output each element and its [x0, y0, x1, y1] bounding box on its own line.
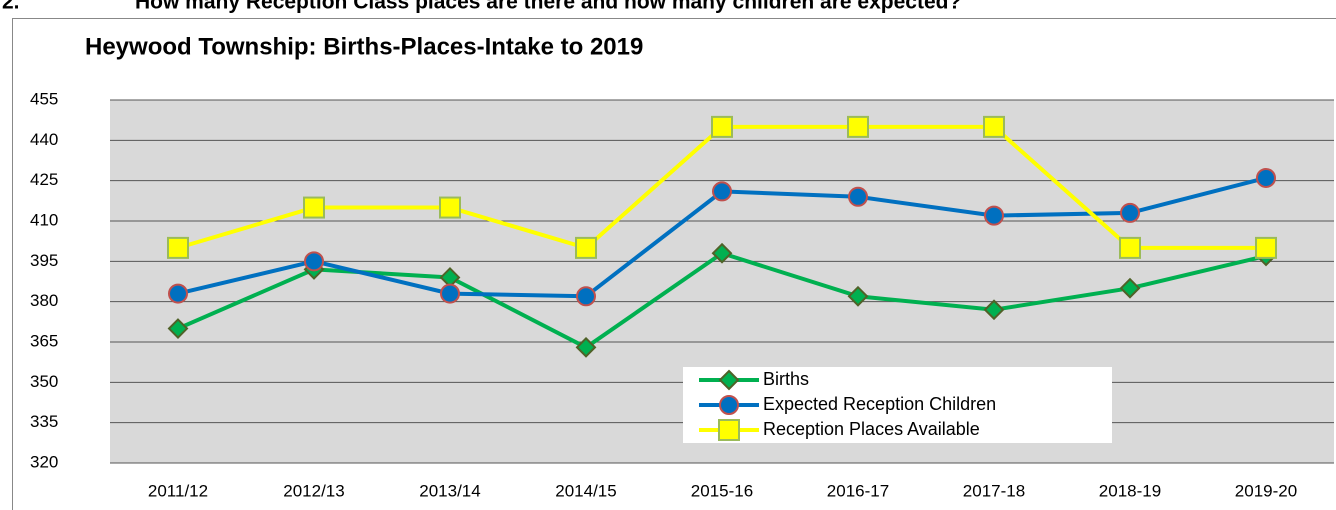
chart-title: Heywood Township: Births-Places-Intake t…: [85, 33, 643, 60]
x-tick-label: 2012/13: [283, 481, 344, 500]
y-tick-label: 365: [30, 331, 58, 350]
data-point: [984, 205, 1004, 226]
data-point: [983, 299, 1005, 321]
legend-label: Births: [763, 369, 809, 389]
heading-number: 2.: [2, 0, 20, 14]
x-tick-label: 2019-20: [1235, 481, 1297, 500]
x-tick-label: 2013/14: [419, 481, 480, 500]
legend-marker: [718, 369, 740, 391]
y-tick-label: 425: [30, 170, 58, 189]
y-tick-label: 335: [30, 412, 58, 431]
data-point: [1120, 202, 1140, 223]
legend-marker: [719, 395, 739, 415]
y-tick-label: 350: [30, 372, 58, 391]
data-point: [439, 196, 461, 219]
y-tick-label: 440: [30, 130, 58, 149]
legend-label: Reception Places Available: [763, 419, 980, 439]
data-point: [848, 186, 868, 207]
data-point: [711, 242, 733, 264]
x-tick-label: 2018-19: [1099, 481, 1161, 500]
data-point: [983, 115, 1005, 138]
y-tick-label: 395: [30, 251, 58, 270]
data-point: [575, 336, 597, 358]
data-point: [440, 283, 460, 304]
y-tick-label: 455: [30, 89, 58, 108]
data-point: [167, 236, 189, 259]
x-tick-label: 2014/15: [555, 481, 616, 500]
data-point: [575, 236, 597, 259]
y-tick-label: 380: [30, 291, 58, 310]
data-point: [847, 115, 869, 138]
x-tick-label: 2015-16: [691, 481, 753, 500]
data-point: [304, 251, 324, 272]
x-tick-label: 2011/12: [148, 481, 208, 500]
data-point: [303, 196, 325, 219]
x-tick-label: 2016-17: [827, 481, 889, 500]
x-tick-label: 2017-18: [963, 481, 1025, 500]
legend-label: Expected Reception Children: [763, 394, 996, 414]
legend-marker: [718, 419, 740, 441]
data-point: [712, 181, 732, 202]
data-point: [847, 285, 869, 307]
data-point: [711, 115, 733, 138]
y-tick-label: 410: [30, 210, 58, 229]
y-tick-label: 320: [30, 452, 58, 471]
data-point: [168, 283, 188, 304]
data-point: [1119, 277, 1141, 299]
heading-text: How many Reception Class places are ther…: [135, 0, 961, 14]
data-point: [576, 286, 596, 307]
data-point: [1255, 236, 1277, 259]
data-point: [1256, 167, 1276, 188]
data-point: [1119, 236, 1141, 259]
data-point: [167, 318, 189, 339]
